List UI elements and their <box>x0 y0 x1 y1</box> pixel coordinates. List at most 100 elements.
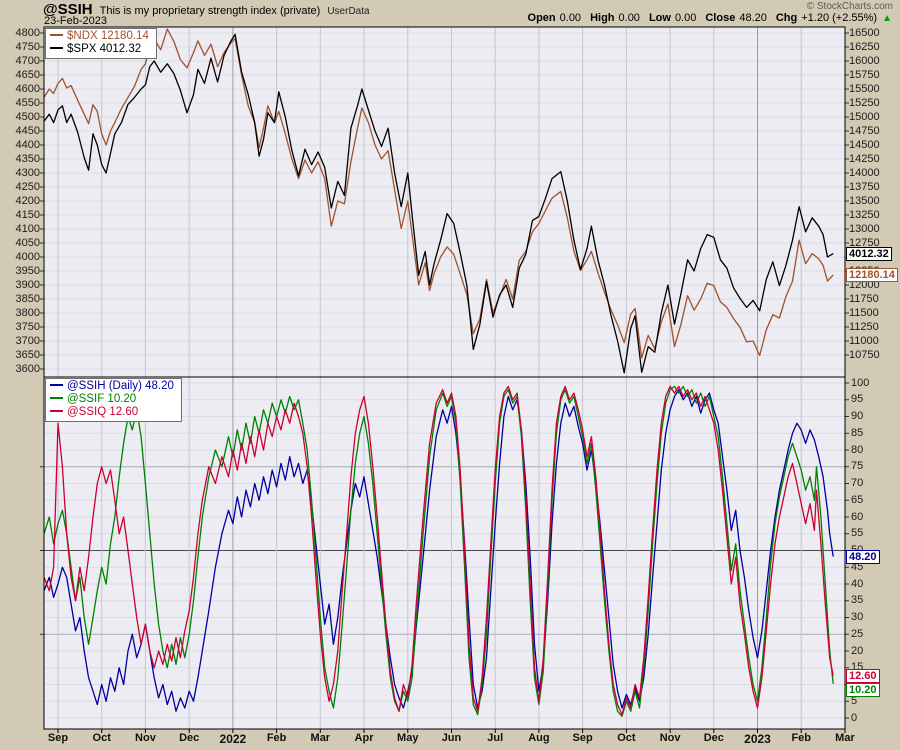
ohlc-field-label: Low <box>648 12 671 24</box>
ohlc-field-label: Open <box>527 12 556 24</box>
legend-label: @SSIF 10.20 <box>67 393 137 405</box>
ohlc-field-value: 0.00 <box>618 12 640 24</box>
y-tick-spx: 3650 <box>15 348 40 361</box>
y-tick-ndx: 11250 <box>849 320 879 333</box>
legend-label: $NDX 12180.14 <box>67 30 149 42</box>
x-axis-month-label: Sep <box>572 732 593 744</box>
x-axis-year-label: 2022 <box>219 732 247 746</box>
y-tick-osc: 55 <box>851 527 864 540</box>
x-axis-month-label: May <box>397 732 419 744</box>
x-axis-month-label: Jul <box>487 732 504 744</box>
y-tick-osc: 40 <box>851 577 864 590</box>
y-tick-osc: 65 <box>851 493 864 506</box>
legend-line-swatch-icon <box>50 33 63 36</box>
legend-line-swatch-icon <box>50 383 63 386</box>
y-tick-spx: 4200 <box>15 194 40 207</box>
legend-label: @SSIH (Daily) 48.20 <box>67 380 174 392</box>
x-axis-month-label: Aug <box>528 732 550 744</box>
legend-row: @SSIH (Daily) 48.20 <box>50 380 174 393</box>
y-tick-ndx: 11500 <box>849 306 879 319</box>
y-tick-osc: 45 <box>851 560 864 573</box>
y-tick-osc: 25 <box>851 627 864 640</box>
y-tick-osc: 85 <box>851 426 864 439</box>
y-tick-ndx: 13750 <box>849 180 880 193</box>
oscillator-panel-legend: @SSIH (Daily) 48.20 @SSIF 10.20 @SSIQ 12.6… <box>45 378 182 422</box>
last-price-flag: 10.20 <box>846 682 880 697</box>
y-tick-ndx: 16250 <box>849 40 880 53</box>
y-tick-ndx: 14000 <box>849 166 880 179</box>
x-axis-month-label: Oct <box>92 732 111 744</box>
x-axis-month-label: Mar <box>835 732 855 744</box>
y-tick-ndx: 14250 <box>849 152 880 165</box>
y-tick-ndx: 13000 <box>849 222 880 235</box>
y-tick-spx: 4750 <box>15 40 40 53</box>
symbol-title: @SSIH <box>43 1 93 18</box>
legend-row: @SSIQ 12.60 <box>50 406 174 419</box>
ohlc-field-label: High <box>590 12 615 24</box>
y-tick-ndx: 14500 <box>849 138 880 151</box>
y-tick-osc: 95 <box>851 393 864 406</box>
ohlc-field-value: +1.20 (+2.55%) <box>801 12 878 24</box>
legend-row: $SPX 4012.32 <box>50 43 149 56</box>
y-tick-spx: 3900 <box>15 278 40 291</box>
stockcharts-copyright: © StockCharts.com <box>806 1 893 12</box>
y-tick-spx: 4400 <box>15 138 40 151</box>
legend-label: $SPX 4012.32 <box>67 43 142 55</box>
y-tick-osc: 100 <box>851 376 870 389</box>
y-tick-spx: 4300 <box>15 166 40 179</box>
legend-row: $NDX 12180.14 <box>50 30 149 43</box>
change-up-arrow-icon: ▲ <box>882 13 892 24</box>
y-tick-osc: 70 <box>851 477 864 489</box>
y-tick-ndx: 11750 <box>849 292 879 305</box>
legend-label: @SSIQ 12.60 <box>67 406 139 418</box>
y-tick-osc: 5 <box>851 694 858 707</box>
ohlc-field-value: 0.00 <box>559 12 582 24</box>
y-tick-ndx: 14750 <box>849 124 880 137</box>
ohlc-field-value: 0.00 <box>674 12 697 24</box>
y-tick-osc: 0 <box>851 711 858 724</box>
x-axis-month-label: Mar <box>310 732 331 744</box>
y-tick-spx: 4500 <box>15 110 40 123</box>
y-tick-spx: 3600 <box>15 362 40 375</box>
chart-date: 23-Feb-2023 <box>44 15 107 27</box>
y-tick-spx: 4100 <box>15 222 40 235</box>
x-axis-year-label: 2023 <box>744 732 771 746</box>
y-tick-osc: 20 <box>851 644 864 657</box>
y-tick-spx: 3750 <box>15 320 40 333</box>
y-tick-ndx: 15000 <box>849 110 880 123</box>
price-panel-legend: $NDX 12180.14 $SPX 4012.32 <box>45 28 157 59</box>
y-tick-spx: 4450 <box>15 124 40 137</box>
x-axis-month-label: Nov <box>659 732 681 744</box>
y-tick-osc: 30 <box>851 611 864 623</box>
y-tick-ndx: 10750 <box>849 348 880 361</box>
x-axis-month-label: Sep <box>47 732 69 744</box>
y-tick-osc: 90 <box>851 410 864 422</box>
x-axis-month-label: Apr <box>354 732 374 744</box>
y-tick-spx: 4000 <box>15 250 40 263</box>
y-tick-spx: 4800 <box>15 26 40 39</box>
y-tick-spx: 4650 <box>15 68 40 81</box>
y-tick-spx: 4600 <box>15 82 40 95</box>
chart-title-row: @SSIH This is my proprietary strength ind… <box>43 1 370 19</box>
x-axis-month-label: Feb <box>266 732 287 744</box>
last-price-flag: 4012.32 <box>846 246 892 261</box>
legend-line-swatch-icon <box>50 409 63 412</box>
ohlc-summary: Open 0.00 High 0.00 Low 0.00 Close 48.20 Chg +1.2… <box>519 12 892 24</box>
y-tick-ndx: 16500 <box>849 26 880 39</box>
y-tick-spx: 4050 <box>15 236 40 249</box>
y-tick-spx: 4250 <box>15 180 40 193</box>
legend-line-swatch-icon <box>50 46 63 49</box>
y-tick-ndx: 12750 <box>849 236 880 249</box>
ohlc-field-label: Close <box>705 12 736 24</box>
y-tick-spx: 4550 <box>15 96 40 109</box>
y-tick-osc: 60 <box>851 510 864 523</box>
y-tick-spx: 3800 <box>15 306 40 319</box>
y-tick-ndx: 13500 <box>849 194 880 207</box>
ohlc-field-label: Chg <box>775 12 798 24</box>
legend-line-swatch-icon <box>50 396 63 399</box>
y-tick-spx: 3850 <box>15 292 40 305</box>
y-tick-osc: 80 <box>851 443 864 456</box>
y-tick-spx: 4700 <box>15 54 40 67</box>
